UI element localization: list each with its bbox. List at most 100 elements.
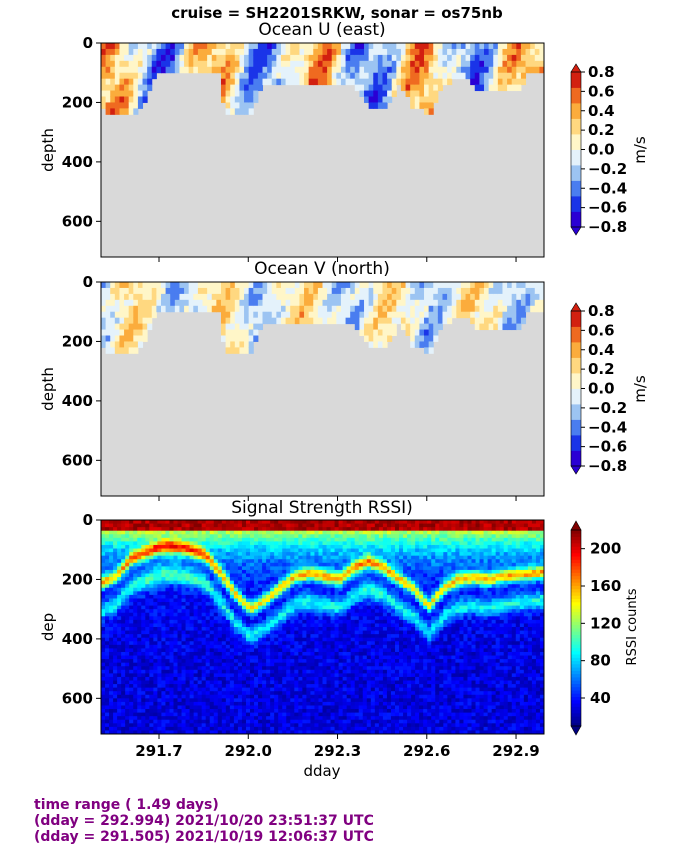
panel-rssi-cell	[250, 559, 255, 564]
panel-rssi-cell	[282, 662, 287, 667]
panel-u-cell	[299, 72, 305, 80]
panel-rssi-cell	[177, 630, 183, 635]
panel-u-cell	[437, 78, 443, 86]
panel-u-cell	[137, 66, 144, 74]
panel-rssi-cell	[318, 723, 323, 728]
panel-rssi-cell	[294, 655, 299, 660]
panel-rssi-cell	[129, 669, 134, 674]
panel-rssi-cell	[314, 712, 319, 717]
panel-rssi-cell	[117, 544, 122, 550]
panel-v-cell	[114, 335, 120, 342]
panel-rssi-cell	[229, 662, 235, 667]
panel-rssi-cell	[258, 612, 263, 617]
panel-rssi-cell	[105, 669, 110, 674]
panel-rssi-cell	[286, 598, 291, 603]
panel-rssi-cell	[129, 548, 134, 553]
panel-rssi-cell	[294, 523, 299, 528]
panel-v-cell	[257, 299, 264, 307]
panel-rssi-cell	[153, 723, 158, 728]
panel-rssi-cell	[173, 520, 179, 525]
panel-rssi-cell	[109, 573, 114, 578]
panel-rssi-cell	[201, 598, 207, 603]
panel-v-cell	[525, 287, 531, 295]
panel-rssi-cell	[129, 566, 134, 571]
panel-v-cell	[262, 282, 268, 289]
panel-rssi-cell	[229, 573, 235, 578]
panel-u-cell	[119, 60, 125, 68]
panel-rssi-cell	[262, 709, 267, 714]
panel-rssi-cell	[181, 684, 187, 689]
panel-rssi-cell	[250, 630, 255, 635]
panel-rssi-cell	[310, 594, 315, 599]
panel-rssi-cell	[266, 648, 271, 653]
panel-rssi-cell	[254, 687, 259, 692]
panel-rssi-cell	[105, 726, 110, 731]
panel-u-cell	[193, 43, 199, 50]
panel-rssi-cell	[270, 559, 275, 564]
panel-rssi-cell	[298, 716, 303, 721]
panel-u-cell	[336, 78, 342, 86]
panel-rssi-cell	[266, 555, 271, 560]
panel-rssi-cell	[145, 534, 150, 539]
panel-rssi-cell	[141, 534, 146, 539]
panel-rssi-cell	[282, 630, 287, 635]
panel-rssi-cell	[262, 580, 267, 585]
panel-rssi-cell	[306, 687, 311, 692]
panel-rssi-cell	[129, 537, 134, 542]
panel-rssi-cell	[274, 598, 279, 603]
panel-v-cell	[530, 282, 536, 289]
panel-rssi-cell	[233, 655, 239, 660]
panel-v-cell	[493, 323, 499, 331]
panel-v-cell	[350, 282, 356, 289]
panel-rssi-cell	[157, 537, 162, 542]
panel-u-cell	[428, 43, 434, 50]
panel-rssi-cell	[133, 662, 138, 667]
panel-rssi-cell	[161, 577, 166, 582]
panel-rssi-cell	[298, 584, 303, 589]
panel-rssi-cell	[262, 687, 267, 692]
colorbar-tick-label: 0.6	[588, 321, 615, 339]
panel-v-cell	[271, 317, 277, 325]
panel-rssi-cell	[241, 684, 247, 689]
panel-rssi-cell	[137, 634, 142, 639]
panel-u-cell	[424, 78, 430, 86]
panel-rssi-cell	[197, 559, 203, 564]
panel-u-cell	[488, 48, 494, 56]
panel-u-cell	[285, 43, 291, 50]
panel-rssi-cell	[181, 530, 187, 535]
panel-rssi-cell	[302, 616, 307, 621]
panel-u-cell	[484, 60, 490, 68]
panel-rssi-cell	[278, 548, 283, 553]
panel-rssi-cell	[318, 641, 323, 646]
panel-rssi-cell	[189, 562, 195, 567]
panel-rssi-cell	[109, 566, 114, 571]
panel-rssi-cell	[109, 634, 114, 639]
panel-rssi-cell	[177, 651, 183, 657]
panel-u-cell	[410, 84, 416, 92]
panel-v-cell	[479, 299, 485, 307]
panel-rssi-cell	[197, 573, 203, 578]
panel-u-cell	[451, 48, 457, 56]
panel-v-cell	[290, 282, 296, 289]
panel-rssi-cell	[314, 562, 319, 567]
panel-rssi-cell	[221, 723, 227, 728]
panel-v-cell	[114, 347, 120, 354]
panel-u-cell	[359, 90, 365, 97]
panel-rssi-cell	[314, 659, 319, 664]
panel-rssi-cell	[254, 594, 259, 599]
panel-v-cell	[419, 341, 425, 348]
panel-u-cell	[419, 78, 425, 86]
panel-rssi-cell	[221, 701, 227, 706]
panel-rssi-cell	[117, 644, 122, 649]
panel-rssi-cell	[282, 691, 287, 696]
panel-rssi-cell	[169, 534, 174, 539]
panel-u-cell	[313, 54, 319, 62]
panel-rssi-cell	[241, 548, 247, 553]
panel-rssi-cell	[181, 548, 187, 553]
panel-rssi-cell	[213, 719, 219, 724]
panel-rssi-cell	[233, 730, 239, 734]
panel-rssi-cell	[310, 723, 315, 728]
panel-rssi-cell	[137, 598, 142, 603]
panel-rssi-cell	[258, 716, 263, 721]
panel-u-cell	[488, 84, 494, 92]
